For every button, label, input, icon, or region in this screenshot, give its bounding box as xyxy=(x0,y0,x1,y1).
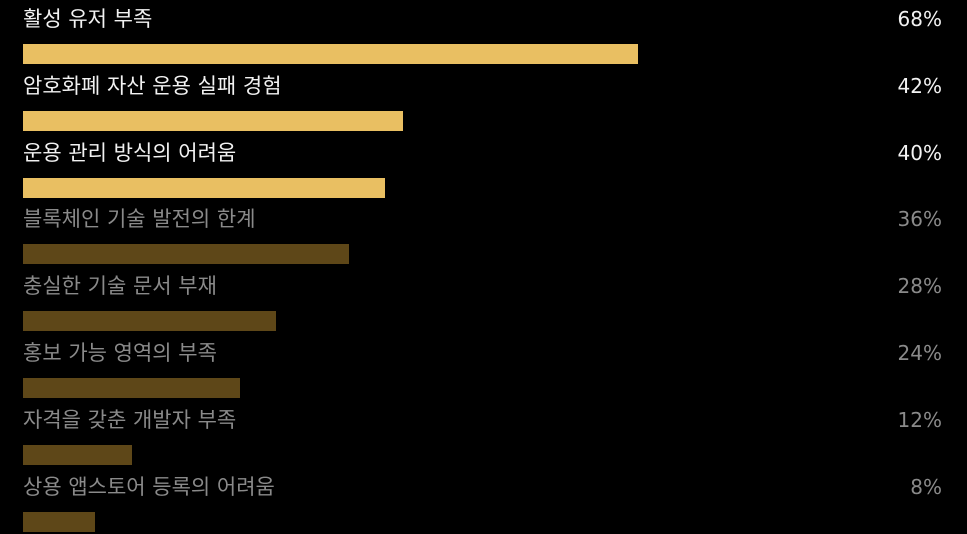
category-label: 홍보 가능 영역의 부족 xyxy=(23,341,217,365)
value-label: 68% xyxy=(897,7,942,31)
value-label: 12% xyxy=(897,407,942,432)
bar-track xyxy=(23,378,926,398)
bar-track xyxy=(23,177,926,198)
bar-track xyxy=(23,511,926,532)
bar-track xyxy=(23,44,926,64)
bar-track xyxy=(23,311,926,332)
category-label: 상용 앱스토어 등록의 어려움 xyxy=(23,474,275,499)
value-label: 24% xyxy=(897,341,942,365)
bar-track xyxy=(23,244,926,265)
category-label: 충실한 기술 문서 부재 xyxy=(23,274,217,299)
bar xyxy=(23,311,277,332)
bar-row: 상용 앱스토어 등록의 어려움 8% xyxy=(0,468,967,534)
value-label: 42% xyxy=(897,73,942,98)
value-label: 40% xyxy=(897,140,942,165)
bar xyxy=(23,44,638,64)
category-label: 암호화폐 자산 운용 실패 경험 xyxy=(23,73,282,98)
bar-row: 운용 관리 방식의 어려움 40% xyxy=(0,134,967,200)
bar-row: 홍보 가능 영역의 부족 24% xyxy=(0,334,967,400)
bar xyxy=(23,177,385,198)
category-label: 운용 관리 방식의 어려움 xyxy=(23,140,237,165)
bar xyxy=(23,244,349,265)
bar-row: 자격을 갖춘 개발자 부족 12% xyxy=(0,401,967,467)
value-label: 8% xyxy=(910,474,942,499)
value-label: 28% xyxy=(897,274,942,299)
category-label: 자격을 갖춘 개발자 부족 xyxy=(23,407,237,432)
bar xyxy=(23,511,96,532)
bar xyxy=(23,378,241,398)
category-label: 블록체인 기술 발전의 한계 xyxy=(23,207,256,232)
bar-row: 충실한 기술 문서 부재 28% xyxy=(0,267,967,333)
bar-row: 블록체인 기술 발전의 한계 36% xyxy=(0,200,967,266)
bar-track xyxy=(23,110,926,131)
bar-row: 활성 유저 부족 68% xyxy=(0,0,967,66)
category-label: 활성 유저 부족 xyxy=(23,7,153,31)
bar-row: 암호화폐 자산 운용 실패 경험 42% xyxy=(0,67,967,133)
bar xyxy=(23,110,403,131)
bar-track xyxy=(23,444,926,465)
bar xyxy=(23,444,132,465)
value-label: 36% xyxy=(897,207,942,232)
